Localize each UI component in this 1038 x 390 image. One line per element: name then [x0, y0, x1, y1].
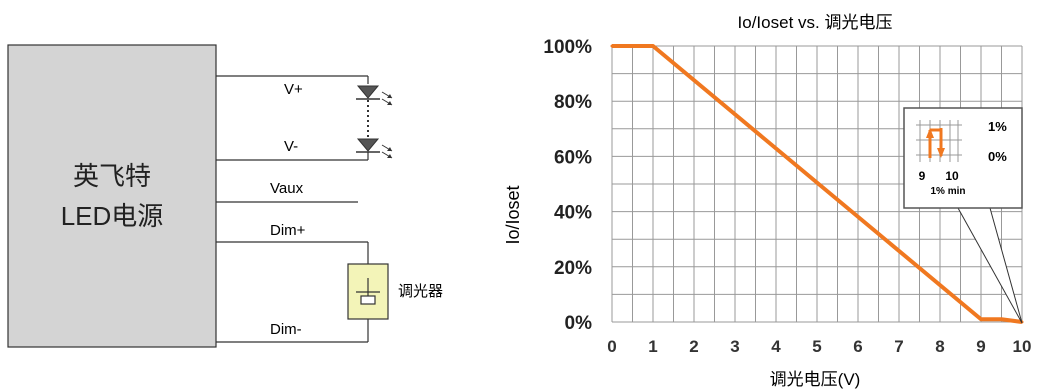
x-tick-label: 8	[935, 337, 944, 356]
inset-y-tick: 1%	[988, 119, 1007, 134]
zoom-inset: 1% 0% 9 10 1% min	[903, 107, 1023, 324]
arrow-up-icon	[926, 128, 934, 138]
terminal-label: Vaux	[270, 180, 304, 197]
chart-title: Io/Ioset vs. 调光电压	[738, 13, 893, 32]
terminal-label: V-	[284, 138, 298, 155]
x-tick-label: 2	[689, 337, 698, 356]
x-tick-label: 1	[648, 337, 657, 356]
x-tick-label: 6	[853, 337, 862, 356]
x-axis-label: 调光电压(V)	[770, 370, 861, 389]
led-icon	[356, 138, 393, 159]
chart-ticks: 0 1 2 3 4 5 6 7 8 9 100%20%40%60%80%100%	[543, 37, 1031, 356]
terminal-label: Dim-	[270, 321, 302, 338]
x-tick-label: 4	[771, 337, 781, 356]
inset-x-tick: 9	[919, 169, 926, 183]
data-point	[1000, 317, 1003, 321]
wiring-diagram: 英飞特 LED电源	[7, 44, 443, 348]
inset-note: 1% min	[930, 186, 965, 197]
dimmer-label: 调光器	[398, 283, 443, 300]
driver-name-line2: LED电源	[61, 201, 164, 231]
y-tick-label: 40%	[554, 203, 592, 224]
y-tick-label: 100%	[543, 37, 592, 58]
wires	[216, 75, 369, 343]
terminal-label: V+	[284, 81, 303, 98]
x-tick-label: 10	[1013, 337, 1032, 356]
potentiometer-icon	[356, 278, 380, 305]
terminal-label: Dim+	[270, 222, 306, 239]
y-tick-label: 20%	[554, 258, 592, 279]
x-tick-label: 5	[812, 337, 821, 356]
arrow-down-icon	[937, 148, 945, 158]
x-tick-label: 3	[730, 337, 739, 356]
y-tick-label: 80%	[554, 92, 592, 113]
x-tick-label: 0	[607, 337, 616, 356]
data-point	[651, 44, 655, 48]
x-tick-label: 7	[894, 337, 903, 356]
dimming-chart: Io/Ioset vs. 调光电压 调光电压(V) Io/Ioset 0 1 2 3 4…	[503, 13, 1031, 389]
y-axis-label: Io/Ioset	[503, 185, 523, 244]
driver-name-line1: 英飞特	[73, 161, 151, 191]
inset-y-tick: 0%	[988, 149, 1007, 164]
data-point	[979, 317, 983, 321]
y-tick-label: 60%	[554, 147, 592, 168]
inset-x-tick: 10	[945, 169, 959, 183]
driver-box	[7, 44, 217, 348]
x-tick-label: 9	[976, 337, 985, 356]
data-point	[610, 44, 614, 48]
led-icon	[356, 85, 393, 106]
y-tick-label: 0%	[565, 313, 593, 334]
